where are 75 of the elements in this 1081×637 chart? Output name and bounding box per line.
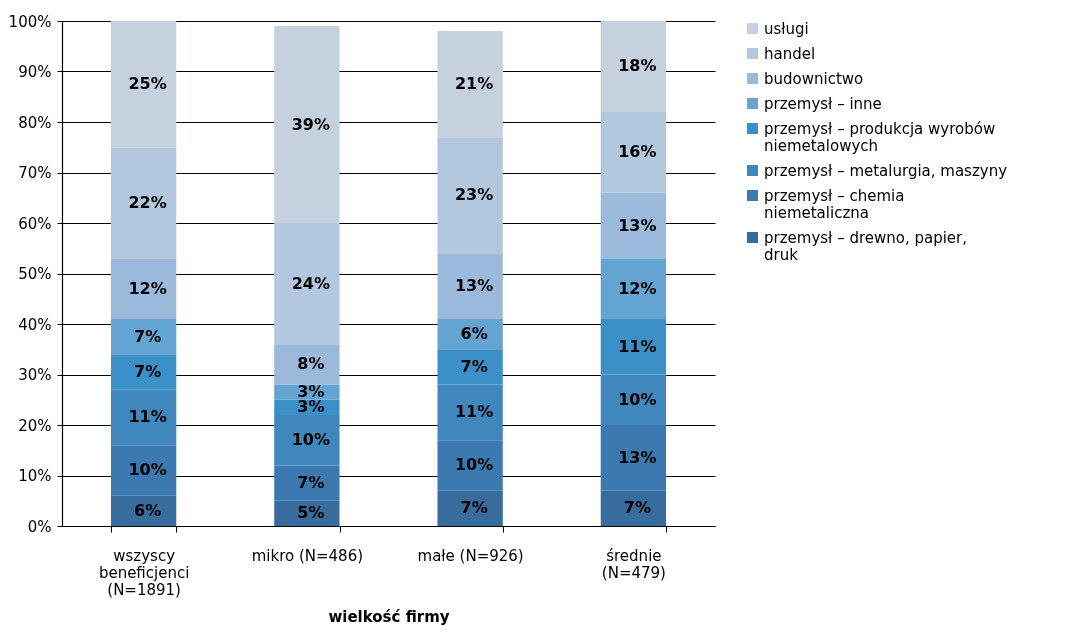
legend-label: przemysł – drewno, papier, druk bbox=[764, 228, 968, 264]
data-label: 13% bbox=[454, 276, 494, 296]
legend-label: usługi bbox=[764, 19, 809, 38]
legend-label: przemysł – produkcja wyrobów niemetalowych bbox=[764, 119, 996, 155]
x-axis-title: wielkość firmy bbox=[328, 607, 450, 626]
data-label: 7% bbox=[460, 498, 488, 518]
data-label: 22% bbox=[128, 192, 167, 212]
data-label: 7% bbox=[623, 498, 651, 518]
data-label: 11% bbox=[454, 402, 494, 422]
data-label: 13% bbox=[618, 215, 657, 235]
bar bbox=[110, 147, 177, 259]
bar bbox=[600, 490, 667, 526]
x-tick-label: mikro (N=486) bbox=[251, 546, 364, 565]
y-tick-label: 20% bbox=[18, 416, 52, 435]
data-label: 6% bbox=[134, 500, 162, 520]
bar bbox=[110, 318, 177, 355]
bar bbox=[437, 31, 503, 138]
data-label: 7% bbox=[460, 356, 488, 376]
bar bbox=[274, 344, 340, 385]
bar bbox=[437, 137, 503, 254]
y-tick-label: 70% bbox=[18, 164, 52, 182]
data-label: 3% bbox=[297, 397, 325, 417]
bar bbox=[437, 440, 503, 491]
bar bbox=[600, 21, 667, 112]
data-label: 7% bbox=[297, 473, 325, 493]
legend-label: przemysł – metalurgia, maszyny bbox=[764, 161, 1008, 180]
y-tick-label: 10% bbox=[18, 467, 52, 485]
legend-label: handel bbox=[764, 44, 816, 63]
y-tick-label: 100% bbox=[8, 12, 52, 31]
bar bbox=[110, 21, 177, 148]
legend-label: przemysł – chemia niemetaliczna bbox=[764, 186, 905, 222]
data-label: 12% bbox=[618, 278, 657, 298]
y-tick-label: 0% bbox=[27, 517, 52, 536]
data-label: 7% bbox=[134, 361, 162, 381]
data-label: 10% bbox=[454, 455, 494, 475]
legend-label: budownictwo bbox=[764, 69, 864, 88]
x-tick-label: średnie (N=479) bbox=[601, 546, 666, 582]
data-label: 6% bbox=[460, 324, 488, 344]
y-tick-label: 50% bbox=[18, 265, 52, 283]
data-label: 10% bbox=[291, 430, 331, 450]
data-label: 24% bbox=[291, 273, 331, 293]
bar bbox=[600, 111, 667, 193]
bar bbox=[110, 258, 177, 319]
data-label: 8% bbox=[297, 354, 325, 374]
bar bbox=[437, 490, 503, 526]
data-label: 16% bbox=[618, 142, 657, 162]
y-tick-label: 60% bbox=[18, 214, 52, 233]
data-label: 10% bbox=[128, 460, 167, 480]
bar bbox=[110, 445, 177, 496]
bar bbox=[274, 465, 340, 501]
data-label: 23% bbox=[454, 185, 494, 205]
y-tick-label: 90% bbox=[18, 63, 52, 81]
data-label: 11% bbox=[128, 407, 167, 427]
data-label: 18% bbox=[618, 56, 657, 76]
data-label: 39% bbox=[291, 114, 331, 134]
bar bbox=[600, 192, 667, 259]
bar bbox=[274, 223, 340, 345]
data-label: 11% bbox=[618, 336, 657, 356]
data-label: 7% bbox=[134, 326, 162, 346]
bar bbox=[600, 258, 667, 319]
legend-label: przemysł – inne bbox=[764, 94, 882, 113]
y-tick-label: 80% bbox=[18, 113, 52, 132]
data-label: 5% bbox=[297, 503, 325, 523]
data-label: 12% bbox=[128, 278, 167, 298]
x-tick-label: wszyscy beneficjenci (N=1891) bbox=[98, 546, 190, 599]
y-tick-label: 30% bbox=[18, 366, 52, 384]
data-label: 13% bbox=[618, 447, 657, 467]
data-label: 21% bbox=[454, 74, 494, 94]
bar bbox=[600, 425, 667, 491]
x-tick-label: małe (N=926) bbox=[417, 546, 524, 565]
bar bbox=[274, 26, 340, 223]
y-tick-label: 40% bbox=[18, 315, 52, 334]
data-label: 10% bbox=[618, 389, 657, 409]
bar bbox=[437, 253, 503, 319]
data-label: 25% bbox=[128, 74, 167, 94]
